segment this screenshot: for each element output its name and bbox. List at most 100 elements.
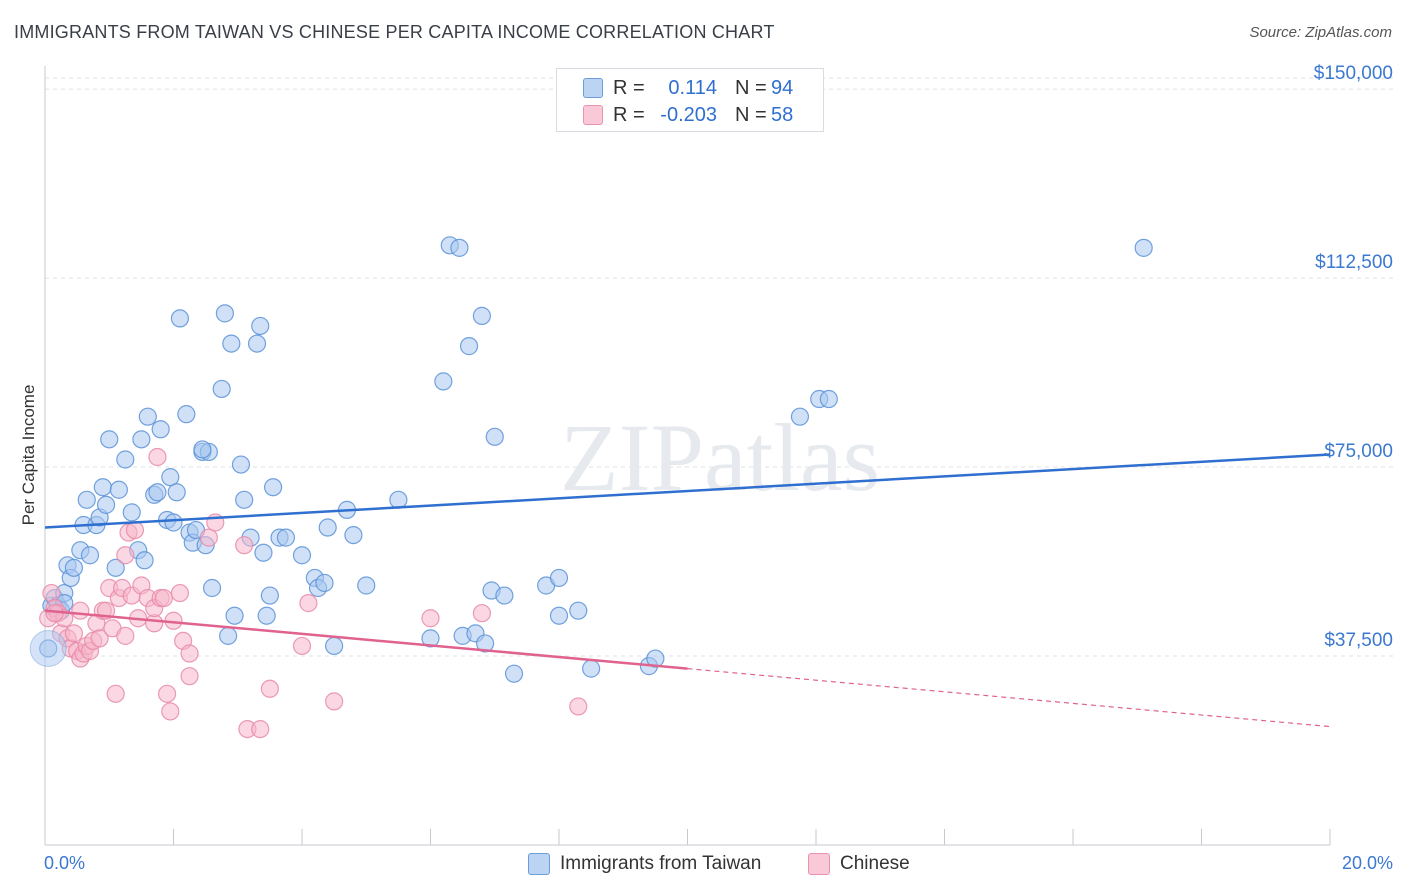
- legend-swatch-chinese: [583, 105, 603, 125]
- taiwan-point: [569, 601, 588, 620]
- chinese-point: [157, 684, 177, 703]
- chinese-trend-line: [44, 609, 688, 670]
- correlation-legend: R = 0.114 N = 94 R = -0.203 N = 58: [556, 68, 824, 132]
- chinese-point: [421, 609, 440, 628]
- taiwan-point: [138, 407, 157, 426]
- chinese-point: [154, 588, 173, 608]
- taiwan-point: [225, 606, 244, 625]
- chinese-point: [299, 594, 318, 613]
- chinese-point: [251, 719, 270, 739]
- taiwan-point: [219, 626, 238, 645]
- legend-n-value: 94: [771, 77, 794, 99]
- bottom-legend-swatch-taiwan: [528, 853, 550, 875]
- taiwan-point: [64, 558, 84, 577]
- chinese-point: [148, 447, 167, 467]
- chinese-point: [116, 626, 135, 645]
- taiwan-point: [459, 337, 479, 356]
- watermark: ZIPatlas: [560, 404, 880, 511]
- chinese-point: [180, 644, 199, 663]
- taiwan-point: [263, 478, 283, 497]
- grid-lines: [45, 77, 1395, 657]
- taiwan-point: [247, 334, 267, 353]
- chinese-point: [199, 528, 218, 547]
- chinese-point: [64, 624, 84, 643]
- taiwan-point: [148, 483, 167, 502]
- trend-lines: [44, 453, 1331, 728]
- taiwan-point: [790, 407, 810, 426]
- chinese-point: [145, 614, 164, 633]
- taiwan-point: [315, 573, 334, 593]
- taiwan-point: [646, 649, 665, 668]
- chinese-point: [106, 684, 125, 703]
- taiwan-point: [292, 546, 312, 565]
- taiwan-trend-line: [44, 453, 1331, 529]
- chinese-point: [569, 697, 588, 716]
- taiwan-point: [122, 503, 141, 522]
- legend-n-label: N =: [735, 104, 767, 126]
- scatter-points: [29, 236, 1153, 739]
- chinese-point: [71, 601, 90, 620]
- legend-n-label: N =: [735, 77, 767, 99]
- chinese-point: [325, 692, 344, 711]
- chinese-point: [125, 520, 145, 540]
- legend-n-value: 58: [771, 104, 794, 126]
- taiwan-point: [450, 238, 469, 257]
- taiwan-point: [212, 379, 231, 399]
- taiwan-point: [100, 430, 119, 449]
- taiwan-point: [151, 420, 170, 439]
- chart-title: IMMIGRANTS FROM TAIWAN VS CHINESE PER CA…: [14, 22, 775, 42]
- taiwan-point: [476, 634, 495, 653]
- taiwan-point: [164, 513, 183, 532]
- x-tick-label: 20.0%: [1342, 853, 1393, 873]
- taiwan-point: [318, 518, 337, 537]
- taiwan-point: [421, 629, 440, 648]
- taiwan-point: [231, 455, 251, 474]
- bottom-legend-label-taiwan: Immigrants from Taiwan: [560, 853, 762, 874]
- taiwan-point: [504, 664, 524, 683]
- taiwan-point: [257, 606, 276, 625]
- taiwan-point: [819, 389, 838, 409]
- axes: [44, 66, 1331, 846]
- taiwan-point: [109, 480, 128, 499]
- taiwan-point: [215, 304, 234, 323]
- taiwan-point: [251, 316, 270, 336]
- taiwan-point: [96, 495, 116, 514]
- y-tick-label: $150,000: [1314, 63, 1393, 84]
- taiwan-point: [254, 543, 273, 562]
- taiwan-point: [485, 427, 504, 446]
- taiwan-point: [325, 636, 344, 656]
- taiwan-point: [235, 490, 254, 509]
- taiwan-point: [132, 430, 151, 449]
- chinese-point: [170, 583, 190, 603]
- chinese-point: [260, 679, 279, 698]
- chinese-point: [292, 636, 312, 656]
- taiwan-point: [167, 483, 186, 502]
- taiwan-point: [222, 334, 241, 353]
- legend-r-value: 0.114: [668, 77, 717, 99]
- y-tick-label: $112,500: [1315, 252, 1393, 273]
- chart-source: Source: ZipAtlas.com: [1249, 24, 1392, 41]
- taiwan-point: [495, 586, 514, 605]
- taiwan-point: [80, 546, 100, 565]
- taiwan-point: [1134, 238, 1153, 257]
- taiwan-point: [344, 525, 363, 545]
- taiwan-point: [202, 578, 222, 598]
- taiwan-point: [170, 309, 190, 328]
- legend-r-value: -0.203: [660, 104, 717, 126]
- x-tick-label: 0.0%: [44, 853, 85, 873]
- taiwan-point: [357, 576, 376, 595]
- taiwan-point: [549, 606, 569, 625]
- chinese-point: [42, 583, 61, 603]
- taiwan-point: [276, 528, 296, 547]
- chinese-point: [116, 546, 135, 565]
- bottom-legend-swatch-chinese: [808, 853, 830, 875]
- legend-row-taiwan: R = 0.114 N = 94: [557, 75, 823, 101]
- chinese-point: [180, 667, 199, 686]
- chinese-trend-line-extension: [687, 668, 1331, 728]
- taiwan-point: [106, 558, 125, 577]
- taiwan-point: [472, 306, 491, 325]
- taiwan-point: [389, 490, 408, 509]
- chinese-point: [90, 629, 109, 648]
- bottom-legend-label-chinese: Chinese: [840, 853, 910, 874]
